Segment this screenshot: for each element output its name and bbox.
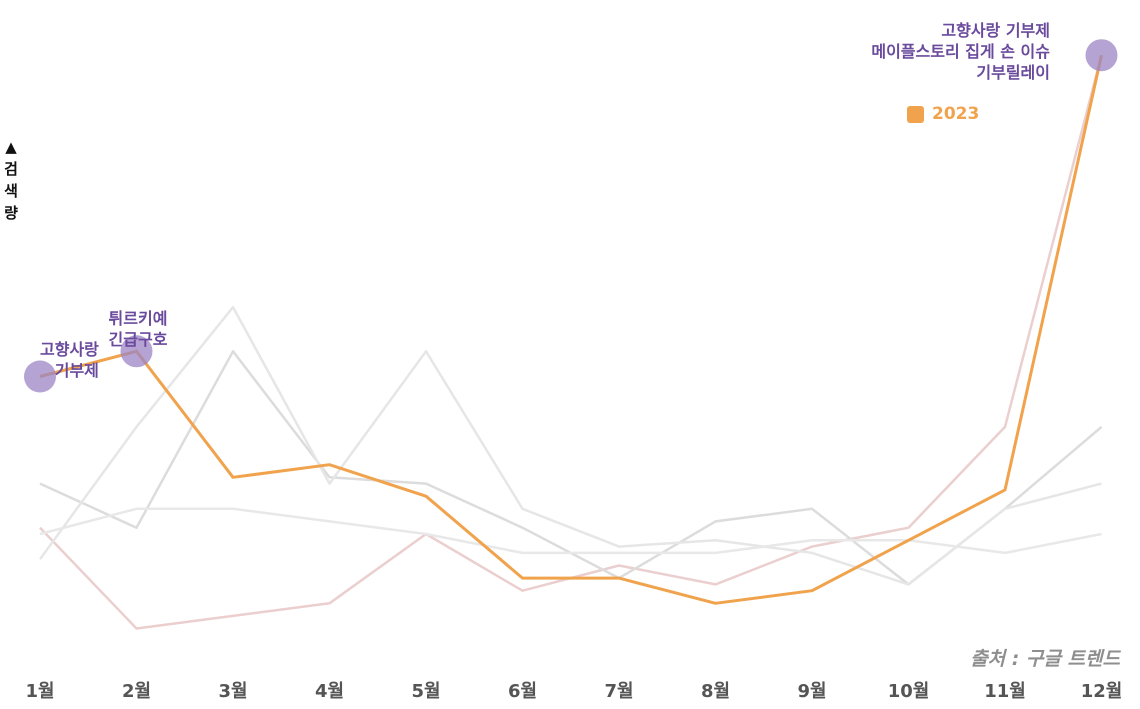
x-tick-label: 8월	[701, 681, 730, 702]
highlight-marker-3	[1085, 39, 1118, 72]
annotation-february-line-2: 긴급구호	[108, 330, 168, 349]
x-tick-label: 7월	[604, 681, 633, 702]
highlight-marker-2	[120, 335, 153, 368]
x-tick-label: 5월	[411, 681, 440, 702]
series-line-1	[39, 54, 1103, 630]
series-line-3	[38, 305, 1102, 586]
y-axis-label-text: ▲ 검색량	[4, 138, 18, 222]
legend-label-2023: 2023	[932, 104, 980, 124]
annotation-december-line-2: 메이플스토리 집게 손 이슈	[871, 42, 1050, 61]
annotation-january-line-2: 기부제	[54, 361, 99, 380]
annotation-december-line-3: 기부릴레이	[976, 63, 1050, 82]
series-lines	[38, 54, 1103, 630]
x-tick-label: 1월	[25, 681, 54, 702]
highlight-markers	[24, 39, 1118, 393]
x-tick-label: 6월	[508, 681, 537, 702]
highlight-marker-1	[24, 360, 56, 393]
annotation-february-line-1: 튀르키예	[108, 309, 168, 328]
x-tick-label: 2월	[122, 681, 151, 702]
annotation-january-line-1: 고향사랑	[40, 340, 99, 359]
source-credit: 출처 : 구글 트렌드	[970, 648, 1120, 670]
annotation-december: 고향사랑 기부제 메이플스토리 집게 손 이슈 기부릴레이	[871, 20, 1050, 83]
annotation-february: 튀르키예 긴급구호	[100, 308, 176, 350]
y-axis-label: ▲ 검색량	[2, 136, 20, 224]
series-line-2023	[39, 54, 1103, 605]
annotation-december-line-1: 고향사랑 기부제	[941, 21, 1050, 40]
x-axis-tick-labels: 1월 2월 3월 4월 5월 6월 7월 8월 9월 10월 11월 12월	[25, 681, 1122, 702]
x-tick-label: 4월	[315, 681, 344, 702]
x-tick-label: 9월	[797, 681, 826, 702]
x-tick-label: 12월	[1081, 681, 1123, 702]
series-line-2	[39, 350, 1103, 586]
annotation-january: 고향사랑 기부제	[40, 339, 99, 381]
x-tick-label: 10월	[888, 681, 930, 702]
legend-swatch-2023	[907, 105, 924, 123]
legend: 2023	[907, 104, 979, 124]
series-line-4	[39, 507, 1102, 555]
x-tick-label: 11월	[984, 681, 1026, 702]
x-tick-label: 3월	[218, 681, 247, 702]
